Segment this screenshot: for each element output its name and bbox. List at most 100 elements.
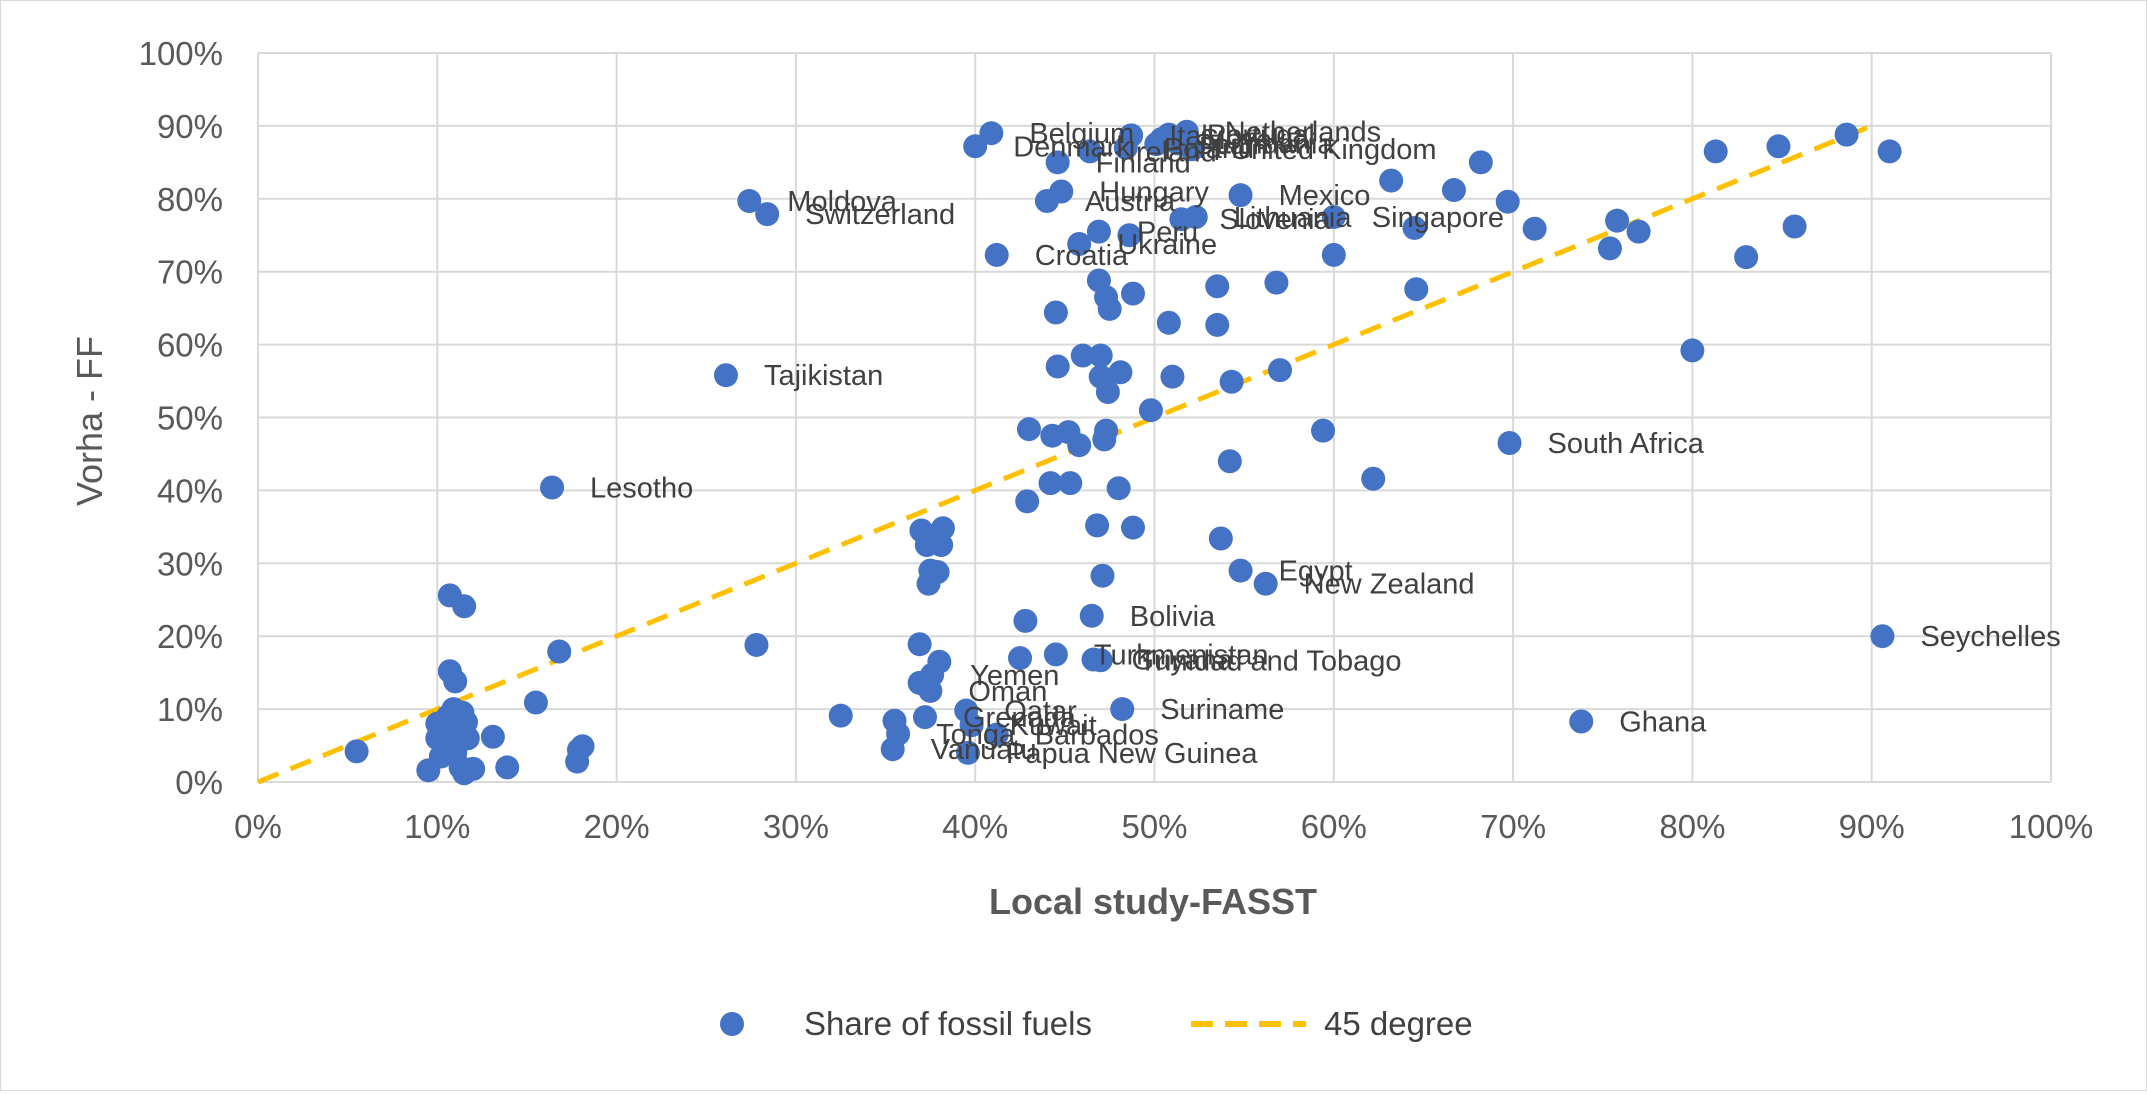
- x-tick-label: 40%: [942, 808, 1008, 845]
- data-point-label: Italy: [1169, 120, 1223, 152]
- data-point: [1086, 219, 1111, 244]
- data-point: [1379, 168, 1404, 193]
- data-point: [1834, 122, 1859, 147]
- data-point: [443, 669, 468, 694]
- x-tick-label: 60%: [1301, 808, 1367, 845]
- data-point: [925, 560, 950, 585]
- data-point: [1228, 183, 1253, 208]
- data-point: [1766, 134, 1791, 159]
- legend-marker-share-of-fossil-fuels: [720, 1012, 744, 1036]
- data-point: [344, 739, 369, 764]
- data-point: [1703, 139, 1728, 164]
- data-point: [1108, 360, 1133, 385]
- data-point: [912, 705, 937, 730]
- data-point: [886, 721, 911, 746]
- data-point-label: Suriname: [1160, 694, 1284, 726]
- data-point: [452, 594, 477, 619]
- data-point: [984, 722, 1009, 747]
- data-point: [1117, 223, 1142, 248]
- data-point: [480, 724, 505, 749]
- data-point-label: New Zealand: [1304, 569, 1475, 601]
- data-point-label: Vanuatu: [931, 734, 1037, 766]
- data-point: [1045, 150, 1070, 175]
- data-point: [523, 690, 548, 715]
- data-point: [1597, 236, 1622, 261]
- data-point-label: Croatia: [1035, 240, 1129, 272]
- data-point-label: Papua New Guinea: [1006, 738, 1258, 770]
- data-point: [828, 703, 853, 728]
- data-point: [1228, 558, 1253, 583]
- axis-ticks: 0% 10% 20% 30% 40% 50% 60% 70% 80% 90% 100% 0% 10% 20…: [139, 35, 2094, 845]
- data-point: [1497, 431, 1522, 456]
- data-point: [1088, 343, 1113, 368]
- data-point: [1013, 608, 1038, 633]
- data-point-label: Guyana: [1132, 645, 1234, 677]
- y-tick-label: 50%: [157, 400, 223, 437]
- data-point-label: Ukraine: [1117, 229, 1217, 261]
- data-point: [1156, 310, 1181, 335]
- data-point-label: Slovenia: [1219, 204, 1331, 236]
- data-point-label: Seychelles: [1920, 621, 2060, 653]
- data-point: [1205, 274, 1230, 299]
- data-point-label: Peru: [1137, 217, 1198, 249]
- data-point: [1782, 214, 1807, 239]
- data-point: [713, 363, 738, 388]
- data-point-label: Ghana: [1619, 706, 1707, 738]
- data-point-label: Barbados: [1035, 720, 1159, 752]
- data-point-label: Portugal: [1207, 120, 1315, 152]
- data-point: [1079, 603, 1104, 628]
- data-point: [1626, 219, 1651, 244]
- data-point: [1219, 369, 1244, 394]
- data-point: [1120, 515, 1145, 540]
- x-tick-label: 0%: [234, 808, 282, 845]
- data-point-label: Bolivia: [1130, 601, 1216, 633]
- data-point: [1088, 648, 1113, 673]
- data-point-label: Mexico: [1279, 180, 1371, 212]
- data-point: [1183, 205, 1208, 230]
- data-point: [1090, 563, 1115, 588]
- data-point: [1008, 646, 1033, 671]
- data-point: [1495, 189, 1520, 214]
- data-point: [495, 755, 520, 780]
- data-point: [1321, 205, 1346, 230]
- data-point: [984, 242, 1009, 267]
- data-point: [1106, 476, 1131, 501]
- y-tick-label: 80%: [157, 181, 223, 218]
- x-tick-label: 10%: [404, 808, 470, 845]
- data-point-label: Egypt: [1279, 556, 1353, 588]
- data-point-label: Kuwait: [1010, 710, 1097, 742]
- data-point-label: Belgium: [1029, 118, 1134, 150]
- data-point: [963, 134, 988, 159]
- data-point-label: Lithuania: [1234, 202, 1353, 234]
- data-point: [1441, 178, 1466, 203]
- data-point-label: Tajikistan: [764, 360, 883, 392]
- x-tick-label: 50%: [1121, 808, 1187, 845]
- data-point: [1045, 354, 1070, 379]
- data-point: [1268, 358, 1293, 383]
- data-point: [461, 756, 486, 781]
- data-point: [540, 475, 565, 500]
- data-point: [1085, 513, 1110, 538]
- y-tick-label: 0%: [175, 764, 223, 801]
- x-tick-label: 90%: [1839, 808, 1905, 845]
- data-point: [930, 516, 955, 541]
- data-point: [1015, 489, 1040, 514]
- x-tick-label: 80%: [1659, 808, 1725, 845]
- data-point: [1160, 364, 1185, 389]
- legend-label-share-of-fossil-fuels: Share of fossil fuels: [804, 1005, 1092, 1042]
- data-point-label: Ireland: [1128, 136, 1217, 168]
- data-point-label: Yemen: [970, 660, 1059, 692]
- data-point-label: Lesotho: [590, 472, 693, 504]
- y-tick-label: 90%: [157, 108, 223, 145]
- x-tick-label: 20%: [584, 808, 650, 845]
- data-point-label: Netherlands: [1225, 117, 1381, 149]
- y-tick-label: 70%: [157, 254, 223, 291]
- data-point-label: Finland: [1096, 147, 1191, 179]
- legend-label-45-degree: 45 degree: [1324, 1005, 1473, 1042]
- data-point: [1097, 296, 1122, 321]
- data-point: [570, 734, 595, 759]
- scatter-points: [344, 119, 1902, 786]
- data-point: [927, 649, 952, 674]
